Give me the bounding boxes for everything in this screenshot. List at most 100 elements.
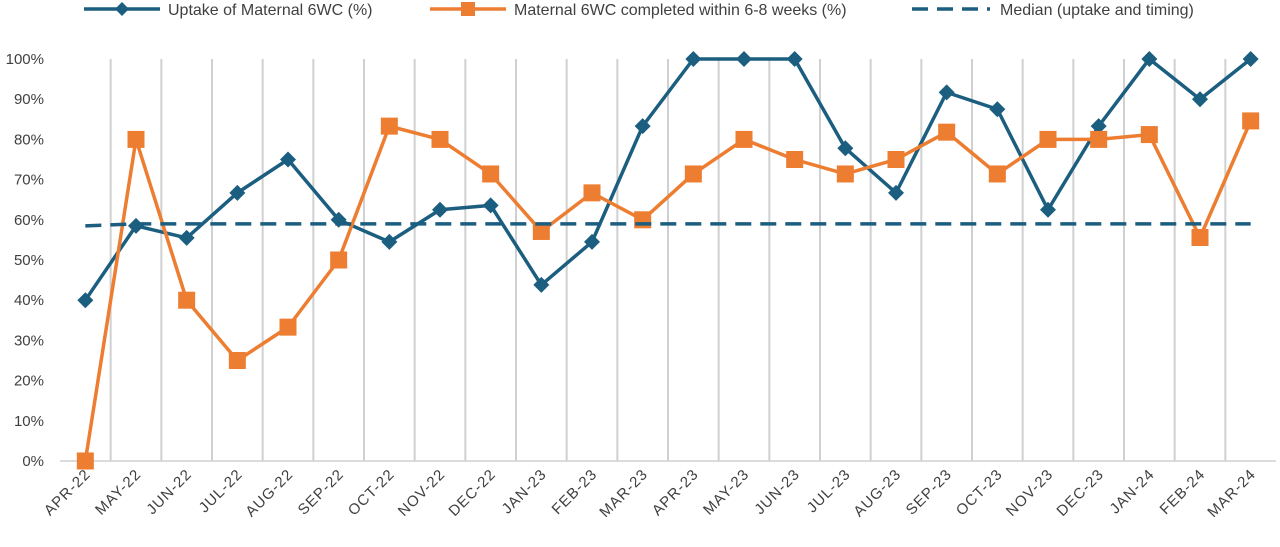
data-point (1191, 228, 1209, 246)
series-group (76, 51, 1260, 470)
y-tick-label: 60% (14, 212, 44, 229)
data-point (938, 123, 956, 141)
data-point (786, 151, 804, 168)
x-tick-label: FEB-23 (549, 466, 601, 518)
y-tick-label: 50% (14, 252, 44, 269)
series-line (85, 222, 1251, 228)
data-point (988, 165, 1006, 183)
data-point (1242, 112, 1260, 130)
series-2 (76, 112, 1260, 470)
legend-marker (115, 2, 129, 16)
data-point (280, 151, 296, 168)
data-point (938, 84, 955, 101)
data-point (684, 165, 702, 183)
data-point (634, 211, 652, 229)
data-point (381, 233, 398, 250)
data-point (532, 222, 550, 240)
legend-item: Median (uptake and timing) (912, 2, 1194, 19)
x-tick-label: AUG-22 (242, 466, 297, 521)
legend-label: Maternal 6WC completed within 6-8 weeks … (514, 2, 847, 19)
x-tick-label: JUN-22 (143, 466, 195, 518)
x-tick-label: MAR-24 (1204, 466, 1259, 521)
series-3 (85, 222, 1251, 228)
data-point (685, 51, 702, 67)
x-tick-label: FEB-24 (1157, 466, 1209, 518)
data-point (431, 130, 449, 148)
data-point (330, 251, 348, 269)
x-tick-label: OCT-23 (953, 466, 1006, 519)
legend-item: Uptake of Maternal 6WC (%) (84, 2, 373, 19)
x-tick-label: OCT-22 (345, 466, 398, 519)
data-point (887, 151, 905, 168)
legend-item: Maternal 6WC completed within 6-8 weeks … (430, 2, 847, 19)
data-point (1039, 130, 1057, 148)
legend-label: Uptake of Maternal 6WC (%) (168, 2, 373, 19)
data-point (229, 184, 246, 201)
x-tick-label: AUG-23 (850, 466, 905, 521)
y-tick-label: 0% (22, 453, 44, 470)
x-tick-label: APR-23 (649, 466, 702, 519)
data-point (1141, 51, 1158, 67)
data-point (178, 229, 195, 246)
data-point (836, 165, 854, 183)
x-tick-label: JUL-23 (804, 466, 854, 516)
y-axis-ticks: 0% 10% 20% 30% 40% 50% 60% 70% 80% 90% 100% (6, 51, 44, 470)
x-tick-label: MAY-22 (92, 466, 145, 519)
x-tick-label: MAY-23 (700, 466, 753, 519)
data-point (735, 130, 753, 148)
x-tick-label: NOV-23 (1003, 466, 1057, 520)
data-point (736, 51, 752, 67)
data-point (1242, 51, 1259, 67)
x-tick-label: DEC-23 (1054, 466, 1108, 520)
data-point (178, 291, 196, 309)
y-tick-label: 100% (6, 51, 44, 68)
data-point (1090, 118, 1107, 135)
y-tick-label: 80% (14, 131, 44, 148)
data-point (432, 201, 448, 218)
x-tick-label: JAN-24 (1107, 466, 1159, 518)
x-tick-label: JAN-23 (499, 466, 551, 518)
data-point (1140, 126, 1158, 144)
x-tick-label: JUN-23 (751, 466, 803, 518)
x-tick-label: JUL-22 (196, 466, 246, 516)
data-point (380, 117, 398, 135)
x-tick-label: MAR-23 (596, 466, 651, 521)
data-point (989, 101, 1006, 118)
y-tick-label: 40% (14, 292, 44, 309)
data-point (786, 51, 803, 67)
grid-lines (60, 59, 1276, 462)
data-point (888, 184, 904, 201)
y-tick-label: 70% (14, 172, 44, 189)
legend-marker (461, 2, 475, 16)
data-point (1090, 130, 1108, 148)
data-point (1192, 91, 1208, 108)
data-point (128, 217, 144, 234)
series-line (83, 57, 1252, 302)
y-tick-label: 10% (14, 413, 44, 430)
data-point (127, 130, 145, 148)
data-point (1040, 201, 1056, 218)
x-tick-label: SEP-22 (295, 466, 348, 519)
x-tick-label: DEC-22 (446, 466, 500, 520)
data-point (584, 233, 600, 250)
x-tick-label: NOV-22 (395, 466, 449, 520)
legend: Uptake of Maternal 6WC (%) Maternal 6WC c… (84, 2, 1194, 19)
data-point (533, 276, 550, 293)
data-point (77, 292, 94, 309)
y-tick-label: 30% (14, 332, 44, 349)
legend-label: Median (uptake and timing) (1000, 2, 1194, 19)
x-tick-label: APR-22 (41, 466, 94, 519)
data-point (482, 197, 499, 214)
y-tick-label: 20% (14, 373, 44, 390)
data-point (482, 165, 500, 183)
data-point (279, 318, 297, 336)
data-point (837, 140, 854, 157)
data-point (76, 452, 94, 470)
data-point (583, 184, 601, 202)
data-point (634, 118, 651, 135)
data-point (228, 352, 246, 369)
y-tick-label: 90% (14, 91, 44, 108)
x-tick-label: SEP-23 (903, 466, 956, 519)
